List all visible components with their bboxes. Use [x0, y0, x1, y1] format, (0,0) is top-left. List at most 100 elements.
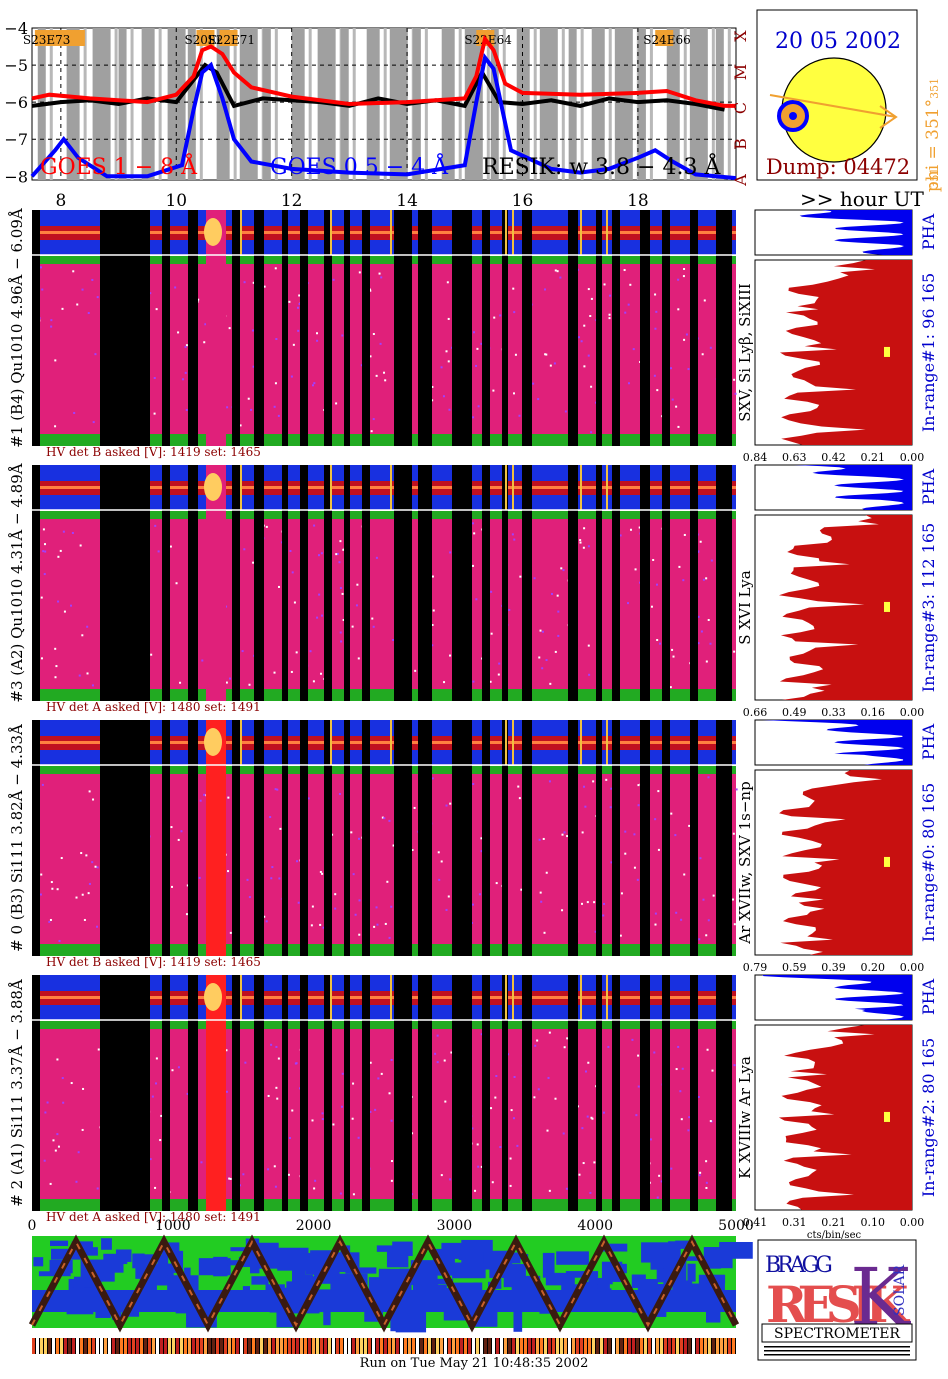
eclipse-gap [394, 975, 412, 1211]
orbit-blue-patch [309, 1276, 343, 1284]
eclipse-gap [32, 210, 40, 446]
color-bar-cell [392, 1338, 395, 1354]
speckle [620, 892, 623, 895]
speckle [40, 596, 43, 599]
color-bar-cell [196, 1338, 199, 1354]
color-bar-cell [516, 1338, 519, 1354]
color-bar-cell [512, 1338, 515, 1354]
logo-side: SOLAR [892, 1265, 908, 1316]
speckle [287, 1173, 290, 1176]
speckle [384, 922, 387, 925]
speckle [480, 1033, 483, 1036]
flare-label: S23E73 [23, 33, 71, 47]
speckle [185, 408, 188, 411]
orbit-blue-patch [677, 1256, 708, 1261]
speckle [388, 819, 391, 822]
speckle [288, 1137, 291, 1140]
speckle [680, 918, 683, 921]
color-bar-cell [584, 1338, 587, 1354]
speckle [91, 278, 94, 281]
speckle [633, 833, 636, 836]
speckle [313, 1187, 316, 1190]
color-bar-cell [528, 1338, 531, 1354]
eclipse-gap [232, 210, 240, 446]
speckle [564, 410, 567, 413]
eclipse-gap [612, 720, 620, 956]
speckle [174, 286, 177, 289]
color-bar-cell [44, 1338, 47, 1354]
speckle [270, 1043, 273, 1046]
speckle [449, 654, 452, 657]
speckle [541, 630, 544, 633]
speckle [181, 378, 184, 381]
speckle [582, 1162, 585, 1165]
speckle [654, 293, 657, 296]
speckle [508, 608, 511, 611]
color-bar-cell [212, 1338, 215, 1354]
speckle [586, 901, 589, 904]
speckle [539, 891, 542, 894]
flare-label: S24E66 [643, 33, 691, 47]
eclipse-gap [596, 720, 602, 956]
eclipse-band [141, 28, 155, 180]
speckle [320, 552, 323, 555]
speckle [372, 418, 375, 421]
pha-spike [512, 975, 514, 1020]
speckle [54, 676, 57, 679]
speckle [248, 896, 251, 899]
color-bar-cell [32, 1338, 35, 1354]
color-bar-cell [572, 1338, 575, 1354]
speckle [687, 1129, 690, 1132]
speckle [171, 1069, 174, 1072]
speckle [490, 632, 493, 635]
speckle [520, 888, 523, 891]
speckle [59, 549, 62, 552]
speckle [445, 350, 448, 353]
speckle [445, 804, 448, 807]
eclipse-gap [188, 975, 198, 1211]
speckle [652, 558, 655, 561]
eclipse-gap [188, 210, 198, 446]
speckle [46, 1101, 49, 1104]
speckle [675, 1068, 678, 1071]
speckle [633, 866, 636, 869]
speckle [370, 430, 373, 433]
color-bar-cell [672, 1338, 675, 1354]
orbit-blue-patch [310, 1250, 333, 1258]
speckle [549, 364, 552, 367]
speckle [155, 1082, 158, 1085]
pha-spike [606, 210, 608, 255]
eclipse-gap [482, 720, 490, 956]
speckle [627, 303, 630, 306]
eclipse-gap [344, 465, 350, 701]
eclipse-gap [300, 720, 308, 956]
speckle [656, 389, 659, 392]
color-bar-cell [160, 1338, 163, 1354]
speckle [94, 865, 97, 868]
speckle [270, 877, 273, 880]
eclipse-gap [282, 465, 288, 701]
color-bar-cell [340, 1338, 343, 1354]
speckle [269, 816, 272, 819]
pha-spike [505, 465, 507, 510]
speckle [448, 1178, 451, 1181]
speckle [513, 538, 516, 541]
speckle [472, 783, 475, 786]
speckle [290, 670, 293, 673]
in-range-label: In-range#1: 96 165 [919, 273, 938, 432]
color-bar-cell [100, 1338, 103, 1354]
speckle [635, 1114, 638, 1117]
hist-tick-label: 0.00 [900, 706, 925, 719]
speckle [155, 1057, 158, 1060]
speckle [86, 672, 89, 675]
orbit-blue-patch [513, 1306, 523, 1332]
speckle [581, 831, 584, 834]
hist-tick-label: 0.63 [782, 451, 807, 464]
speckle [54, 425, 57, 428]
color-bar-cell [396, 1338, 399, 1354]
speckle [603, 283, 606, 286]
eclipse-gap [662, 210, 670, 446]
pha-spike [240, 465, 242, 510]
color-bar-cell [632, 1338, 635, 1354]
eclipse-gap [324, 720, 332, 956]
